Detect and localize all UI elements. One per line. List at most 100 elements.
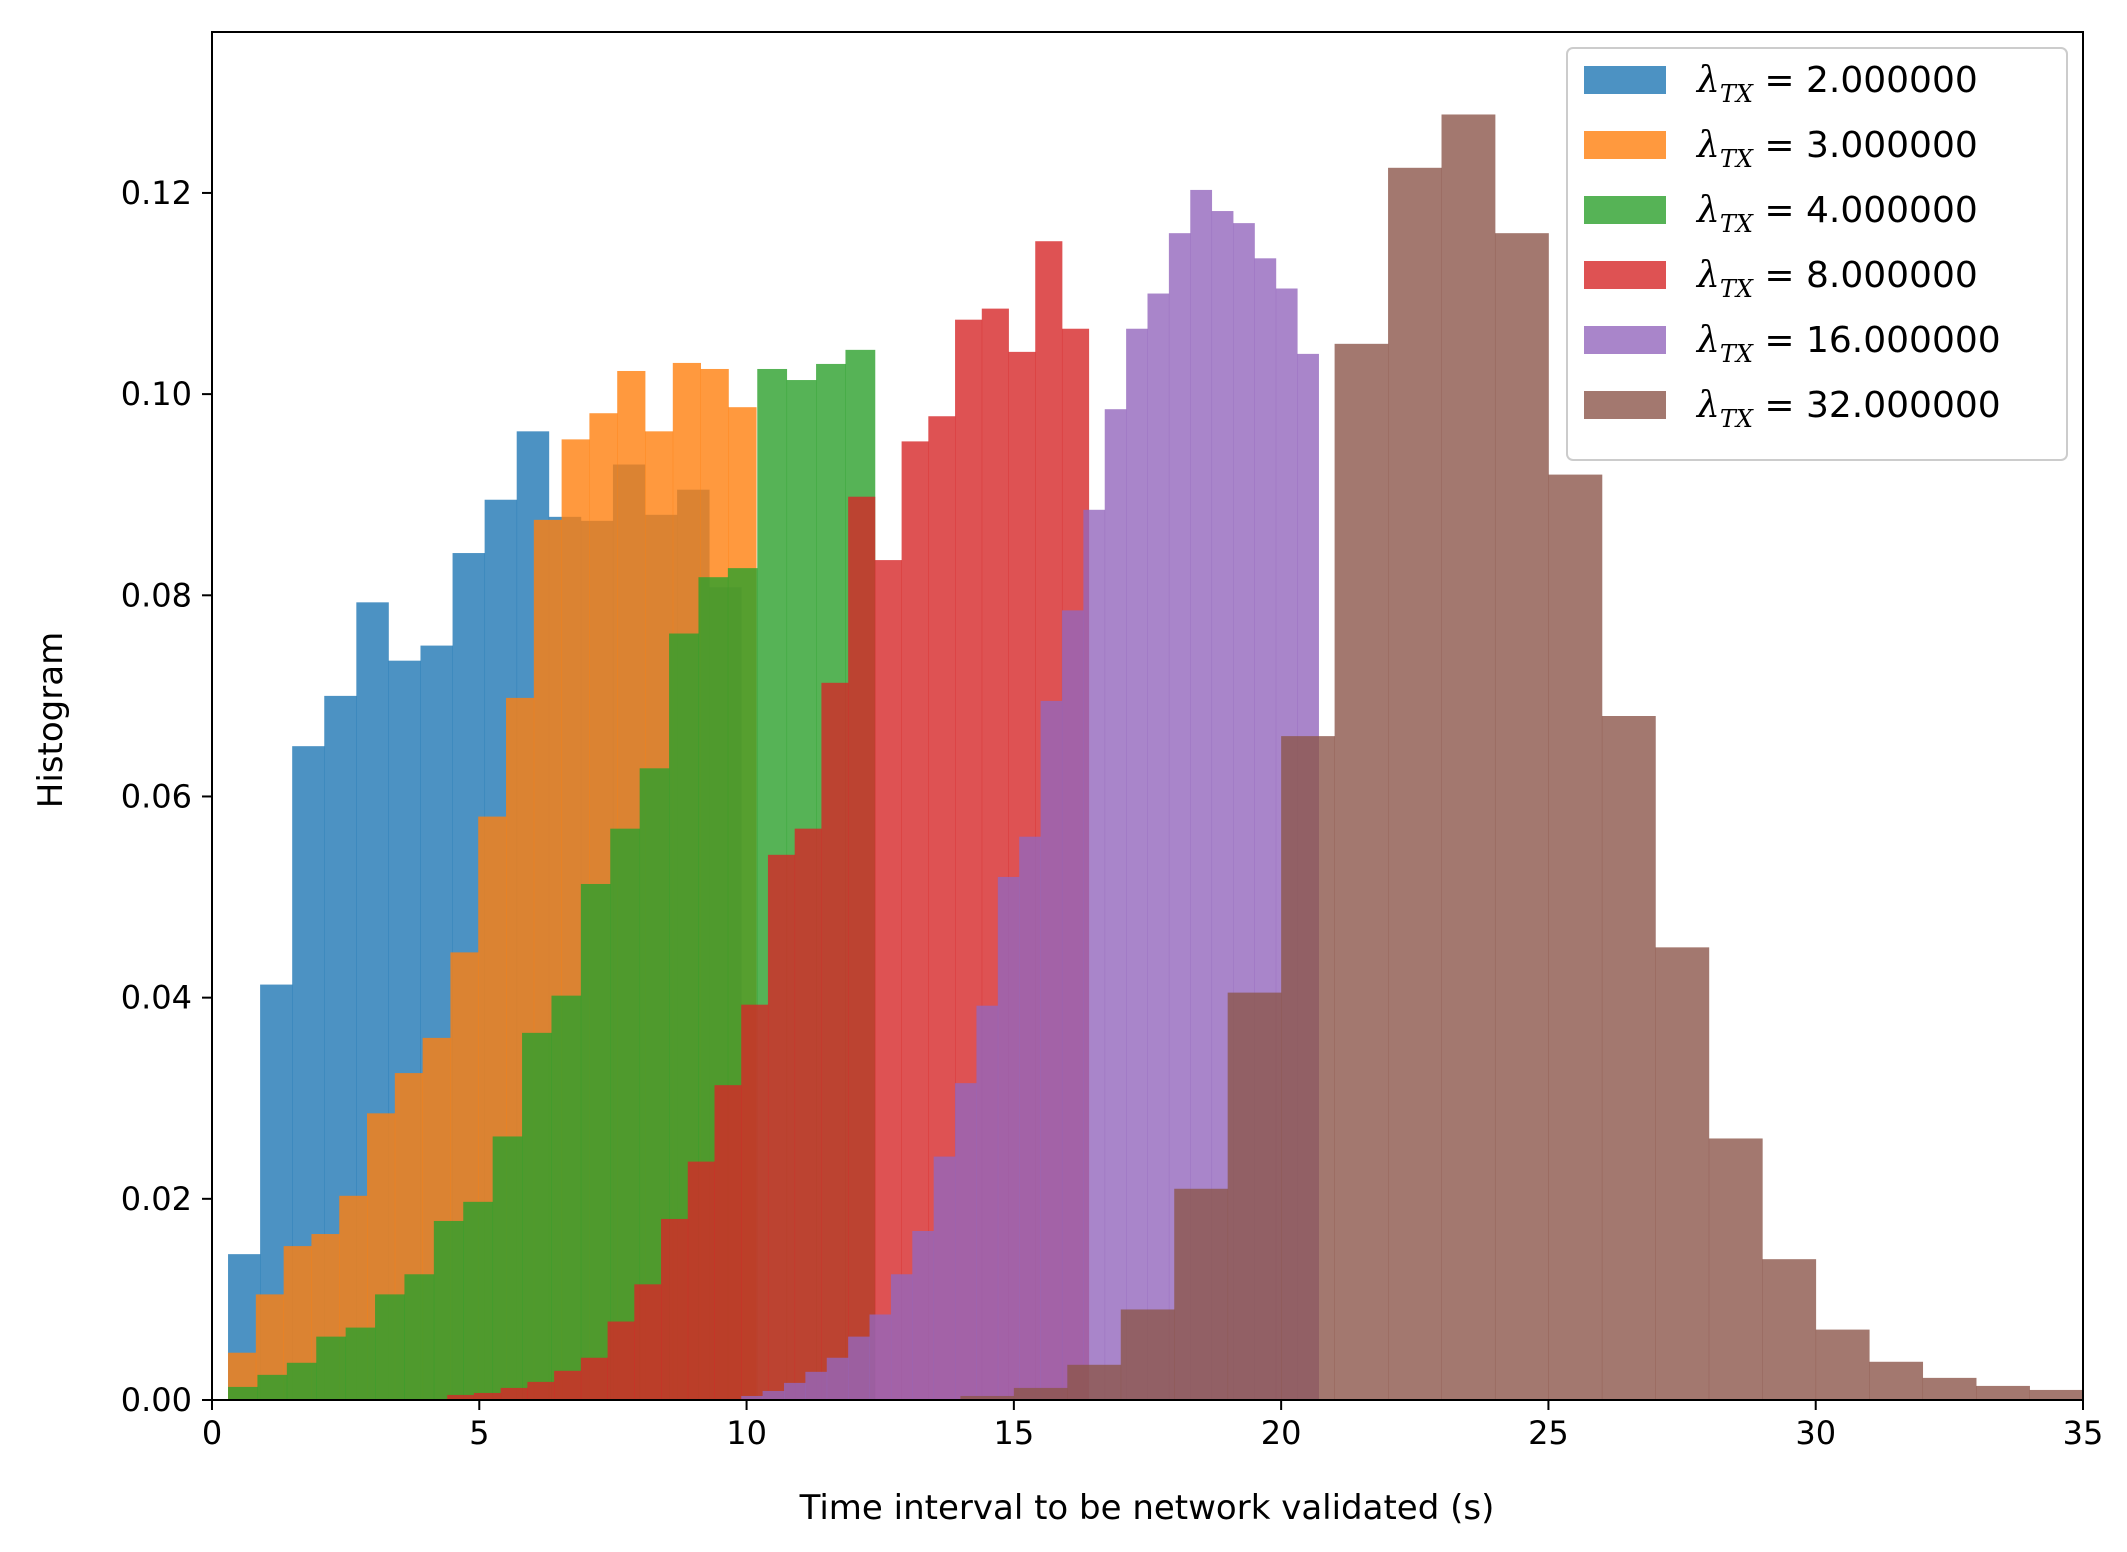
legend-swatch <box>1584 391 1666 419</box>
plot-frame <box>211 31 2084 1401</box>
bars-layer <box>228 114 2084 1401</box>
x-tick-label: 25 <box>1528 1414 1569 1452</box>
histogram-bar <box>794 828 822 1400</box>
histogram-bar <box>960 1395 1015 1400</box>
histogram-bar <box>1013 1387 1068 1400</box>
histogram-bar <box>1334 343 1389 1401</box>
histogram-bar <box>607 1321 635 1400</box>
histogram-bar <box>1281 736 1335 1400</box>
histogram-bar <box>767 854 796 1400</box>
histogram-bar <box>1174 1188 1229 1400</box>
histogram-bar <box>1655 947 1710 1400</box>
histogram-bar <box>1601 716 1656 1400</box>
histogram-bar <box>1548 474 1603 1400</box>
histogram-bar <box>1120 1309 1175 1400</box>
legend-label: λTX = 8.000000 <box>1695 255 1978 303</box>
legend-box <box>1566 47 2068 461</box>
y-tick-label: 0.10 <box>121 375 192 413</box>
histogram-bar <box>1104 409 1127 1400</box>
histogram-bar <box>976 1005 999 1400</box>
histogram-bar <box>473 1392 502 1400</box>
histogram-bar <box>848 496 876 1400</box>
histogram-bar <box>741 1395 764 1400</box>
x-axis-title: Time interval to be network validated (s… <box>799 1488 1495 1528</box>
histogram-bar <box>805 1371 828 1400</box>
series-5-bars <box>960 114 2084 1401</box>
histogram-bar <box>1126 328 1148 1400</box>
y-tick-label: 0.08 <box>121 576 192 614</box>
legend-label: λTX = 4.000000 <box>1695 190 1978 238</box>
histogram-bar <box>912 1231 935 1400</box>
histogram-bar <box>687 1161 715 1400</box>
histogram-bar <box>257 1374 288 1400</box>
histogram-bar <box>1708 1138 1763 1400</box>
histogram-bar <box>1441 114 1496 1401</box>
histogram-bar <box>997 876 1020 1400</box>
histogram-bar <box>500 1387 528 1400</box>
histogram-bar <box>714 1085 742 1400</box>
histogram-bar <box>661 1218 689 1400</box>
histogram-bar <box>228 1386 258 1400</box>
y-tick-label: 0.06 <box>121 777 192 815</box>
x-tick-label: 0 <box>202 1414 222 1452</box>
legend-label: λTX = 16.000000 <box>1695 320 2001 368</box>
x-tick-label: 5 <box>469 1414 489 1452</box>
histogram-bar <box>1083 509 1106 1400</box>
histogram-bar <box>1168 233 1191 1400</box>
histogram-bar <box>821 682 849 1400</box>
legend-swatch <box>1584 261 1666 289</box>
histogram-bar <box>1190 189 1213 1400</box>
histogram-bar <box>1869 1361 1924 1400</box>
histogram-bar <box>826 1357 849 1400</box>
histogram-bar <box>869 1314 892 1400</box>
histogram-bar <box>375 1294 405 1400</box>
histogram-bar <box>1227 992 1282 1400</box>
histogram-bar <box>404 1274 435 1400</box>
histogram-bar <box>1019 836 1041 1400</box>
histogram-bar <box>1815 1329 1870 1400</box>
legend-swatch <box>1584 196 1666 224</box>
legend-swatch <box>1584 326 1666 354</box>
histogram-bar <box>762 1390 785 1400</box>
histogram-bar <box>2029 1389 2084 1400</box>
legend-label: λTX = 32.000000 <box>1695 385 2001 433</box>
legend-swatch <box>1584 131 1666 159</box>
histogram-bar <box>874 560 902 1400</box>
histogram-bar <box>955 1083 977 1400</box>
histogram-bar <box>527 1381 555 1400</box>
y-axis-title: Histogram <box>31 632 71 808</box>
histogram-bar <box>1067 1364 1122 1400</box>
y-tick-label: 0.00 <box>121 1381 192 1419</box>
histogram-bar <box>522 1032 552 1400</box>
histogram-bar <box>1061 610 1084 1400</box>
histogram-bar <box>1976 1385 2030 1400</box>
histogram-bar <box>741 1004 769 1400</box>
histogram-bar <box>463 1201 494 1400</box>
histogram-bar <box>1494 233 1549 1400</box>
legend-swatch <box>1584 66 1666 94</box>
histogram-bar <box>551 995 582 1400</box>
histogram-bar <box>1388 167 1442 1401</box>
histogram-bar <box>634 1284 662 1400</box>
histogram-bar <box>1922 1377 1977 1400</box>
histogram-bar <box>492 1136 523 1400</box>
x-tick-label: 30 <box>1795 1414 1836 1452</box>
histogram-bar <box>933 1156 956 1400</box>
x-tick-label: 35 <box>2063 1414 2104 1452</box>
x-tick-label: 10 <box>726 1414 767 1452</box>
histogram-bar <box>1147 293 1170 1400</box>
axes-layer <box>211 31 2084 1401</box>
legend-label: λTX = 2.000000 <box>1695 60 1978 108</box>
histogram-bar <box>286 1362 317 1400</box>
histogram-bar <box>1762 1259 1817 1400</box>
x-tick-label: 20 <box>1261 1414 1302 1452</box>
histogram-bar <box>783 1382 806 1400</box>
legend-label: λTX = 3.000000 <box>1695 125 1978 173</box>
y-tick-label: 0.02 <box>121 1180 192 1218</box>
histogram-bar <box>447 1394 475 1400</box>
histogram-bar <box>580 1357 608 1400</box>
legend: λTX = 2.000000 λTX = 3.000000 λTX = 4.0000… <box>1566 47 2068 461</box>
x-tick-label: 15 <box>993 1414 1034 1452</box>
histogram-bar <box>433 1220 464 1400</box>
